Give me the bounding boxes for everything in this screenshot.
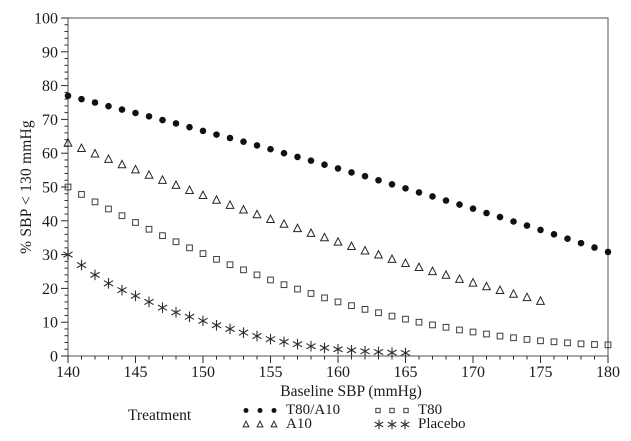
y-tick-label: 100 bbox=[34, 11, 58, 28]
x-tick-label: 140 bbox=[56, 364, 80, 381]
legend-entry-t80-a10: T80/A10 bbox=[240, 402, 341, 419]
legend-label-placebo: Placebo bbox=[418, 415, 466, 432]
x-tick-label: 150 bbox=[191, 364, 215, 381]
open-triangle-icon bbox=[242, 419, 278, 428]
legend-column-1: T80/A10 A10 bbox=[240, 402, 341, 432]
x-tick-label: 160 bbox=[326, 364, 350, 381]
x-axis-title: Baseline SBP (mmHg) bbox=[280, 383, 422, 400]
y-axis-title: % SBP < 130 mmHg bbox=[18, 120, 35, 254]
legend-entry-t80: T80 bbox=[372, 402, 465, 419]
x-tick-label: 165 bbox=[394, 364, 418, 381]
series-placebo bbox=[63, 249, 411, 359]
y-tick-label: 10 bbox=[42, 315, 58, 332]
series-t80 bbox=[64, 183, 612, 349]
legend-entry-a10: A10 bbox=[240, 415, 340, 432]
legend-label-a10: A10 bbox=[286, 415, 312, 432]
legend-column-2: T80 Placebo bbox=[372, 402, 466, 432]
y-tick-label: 70 bbox=[42, 112, 58, 129]
legend-title: Treatment bbox=[128, 407, 192, 424]
y-tick-label: 50 bbox=[42, 180, 58, 197]
y-tick-label: 20 bbox=[42, 281, 58, 298]
x-tick-label: 175 bbox=[529, 364, 553, 381]
y-tick-label: 0 bbox=[50, 349, 58, 366]
y-tick-label: 80 bbox=[42, 78, 58, 95]
legend-label-t80: T80 bbox=[418, 402, 443, 419]
legend-label-t80-a10: T80/A10 bbox=[286, 402, 341, 419]
y-tick-label: 60 bbox=[42, 146, 58, 163]
x-tick-label: 170 bbox=[461, 364, 485, 381]
x-tick-label: 155 bbox=[259, 364, 283, 381]
filled-circle-icon bbox=[243, 408, 277, 414]
y-tick-label: 90 bbox=[42, 44, 58, 61]
y-tick-label: 40 bbox=[42, 213, 58, 230]
legend-entry-placebo: Placebo bbox=[372, 415, 466, 432]
asterisk-icon bbox=[374, 419, 410, 430]
y-tick-label: 30 bbox=[42, 247, 58, 264]
open-square-icon bbox=[375, 408, 409, 414]
series-t80-a10 bbox=[64, 92, 612, 256]
x-tick-label: 145 bbox=[124, 364, 148, 381]
series-a10 bbox=[63, 137, 546, 305]
x-tick-label: 180 bbox=[596, 364, 620, 381]
